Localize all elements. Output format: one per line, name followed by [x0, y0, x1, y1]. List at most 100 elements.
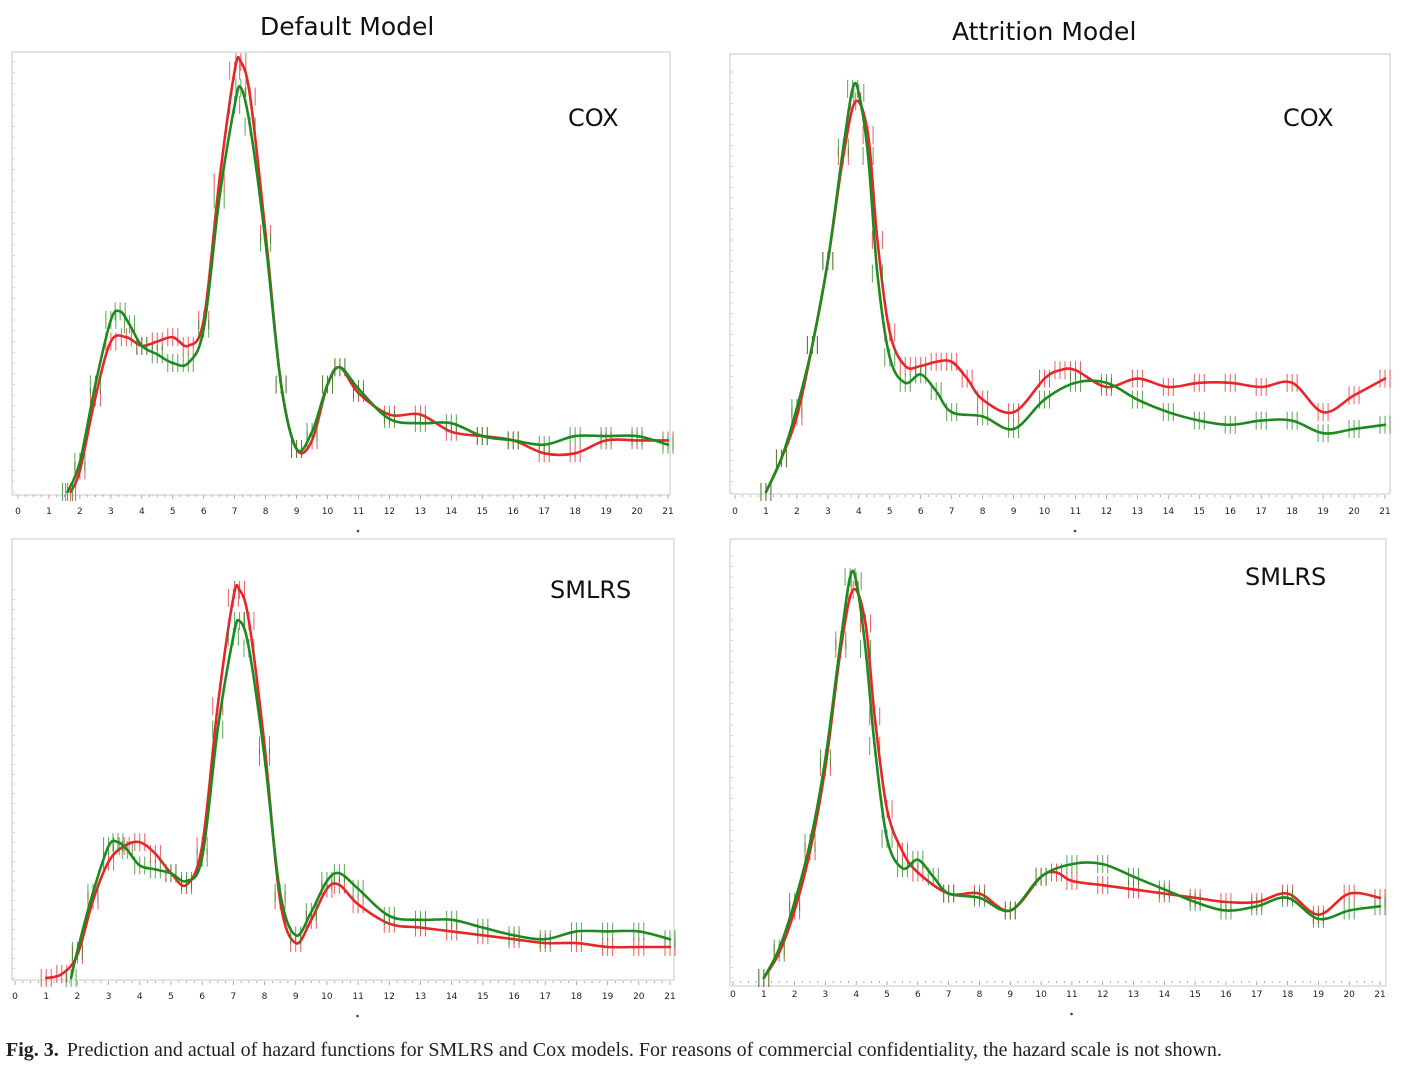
- data-point-2: [789, 893, 801, 912]
- data-point-2: [334, 358, 346, 377]
- data-point-2: [844, 568, 856, 587]
- data-point-1: [1317, 403, 1329, 422]
- data-point-2: [243, 639, 255, 658]
- data-point-2: [182, 354, 194, 372]
- x-tick-label: 18: [1282, 990, 1294, 1000]
- data-point-2: [1312, 909, 1324, 928]
- panel-label: SMLRS: [1245, 563, 1326, 591]
- data-point-2: [1224, 415, 1236, 434]
- data-point-2: [869, 736, 881, 755]
- data-point-1: [352, 895, 364, 914]
- x-tick-label: 11: [1070, 507, 1081, 517]
- panel-label: COX: [1283, 104, 1334, 132]
- data-point-2: [121, 840, 133, 859]
- data-point-2: [804, 833, 816, 852]
- data-point-1: [1286, 373, 1298, 392]
- series-line-2: [762, 569, 1382, 980]
- data-point-1: [871, 231, 883, 249]
- x-tick-label: 14: [1159, 990, 1171, 1000]
- x-tick-label: 13: [415, 507, 426, 517]
- x-tick-label: 18: [571, 992, 583, 1002]
- data-point-2: [212, 720, 224, 739]
- data-point-2: [806, 336, 818, 354]
- data-point-2: [274, 883, 286, 902]
- data-point-1: [227, 588, 239, 607]
- data-point-2: [847, 79, 859, 98]
- data-point-1: [602, 937, 614, 956]
- x-tick-label: 7: [946, 990, 952, 1000]
- x-tick-label: 15: [477, 992, 488, 1002]
- data-point-1: [1193, 373, 1205, 392]
- data-point-1: [1343, 884, 1355, 903]
- data-point-2: [1162, 403, 1174, 422]
- data-point-1: [1255, 378, 1267, 396]
- data-point-2: [62, 483, 74, 501]
- x-tick-label: 14: [446, 992, 458, 1002]
- data-point-2: [775, 449, 787, 468]
- data-point-2: [946, 403, 958, 422]
- x-tick-label: 1: [43, 992, 49, 1002]
- x-tick-label: 0: [730, 990, 736, 1000]
- data-point-2: [275, 375, 287, 394]
- x-tick-label: 3: [823, 990, 829, 1000]
- data-point-2: [1039, 390, 1051, 409]
- data-point-2: [508, 926, 520, 945]
- data-point-2: [1317, 424, 1329, 443]
- series-line-2: [66, 85, 670, 494]
- x-tick-label: 4: [139, 507, 145, 517]
- data-point-2: [71, 941, 83, 960]
- data-point-2: [1282, 888, 1294, 907]
- x-tick-label: 20: [631, 507, 643, 517]
- data-point-2: [445, 414, 457, 433]
- data-point-2: [1220, 901, 1232, 920]
- data-point-2: [633, 922, 645, 941]
- series-line-1: [764, 99, 1387, 494]
- data-point-2: [758, 969, 770, 987]
- x-tick-label: 1: [46, 507, 52, 517]
- x-tick-label: 14: [1163, 507, 1175, 517]
- data-point-2: [602, 922, 614, 941]
- x-tick-label: 10: [322, 507, 334, 517]
- x-tick-label: 10: [1039, 507, 1051, 517]
- data-point-2: [896, 859, 908, 878]
- data-point-2: [1035, 867, 1047, 886]
- x-tick-label: 18: [569, 507, 581, 517]
- x-tick-label: 11: [352, 992, 363, 1002]
- x-tick-label: 10: [1035, 990, 1047, 1000]
- data-point-2: [89, 375, 101, 394]
- data-point-1: [1039, 369, 1051, 388]
- data-point-2: [1097, 855, 1109, 874]
- x-tick-label: 17: [540, 992, 551, 1002]
- x-tick-label: 5: [884, 990, 890, 1000]
- x-tick-label: 12: [1097, 990, 1108, 1000]
- x-tick-label: 2: [77, 507, 83, 517]
- data-point-2: [912, 850, 924, 869]
- data-point-2: [383, 409, 395, 428]
- x-tick-label: 3: [825, 507, 831, 517]
- x-tick-label: 0: [12, 992, 18, 1002]
- x-tick-label: 5: [168, 992, 174, 1002]
- x-tick-label: 12: [384, 507, 395, 517]
- data-point-2: [306, 422, 318, 441]
- data-point-2: [352, 379, 364, 398]
- figure-caption: Fig. 3. Prediction and actual of hazard f…: [6, 1039, 1401, 1062]
- x-tick-label: 21: [664, 992, 675, 1002]
- data-point-2: [260, 233, 272, 252]
- title-attrition-model: Attrition Model: [952, 17, 1137, 46]
- data-point-2: [244, 117, 256, 136]
- x-tick-label: 0: [15, 507, 21, 517]
- data-point-1: [569, 444, 581, 463]
- data-point-1: [149, 844, 161, 863]
- data-point-2: [1379, 415, 1391, 434]
- data-point-1: [56, 965, 68, 984]
- x-tick-label: 7: [232, 507, 238, 517]
- x-tick-label: 21: [1374, 990, 1385, 1000]
- data-point-2: [1100, 373, 1112, 392]
- data-point-2: [538, 435, 550, 454]
- data-point-2: [899, 373, 911, 392]
- data-point-2: [383, 906, 395, 925]
- data-point-1: [1162, 378, 1174, 396]
